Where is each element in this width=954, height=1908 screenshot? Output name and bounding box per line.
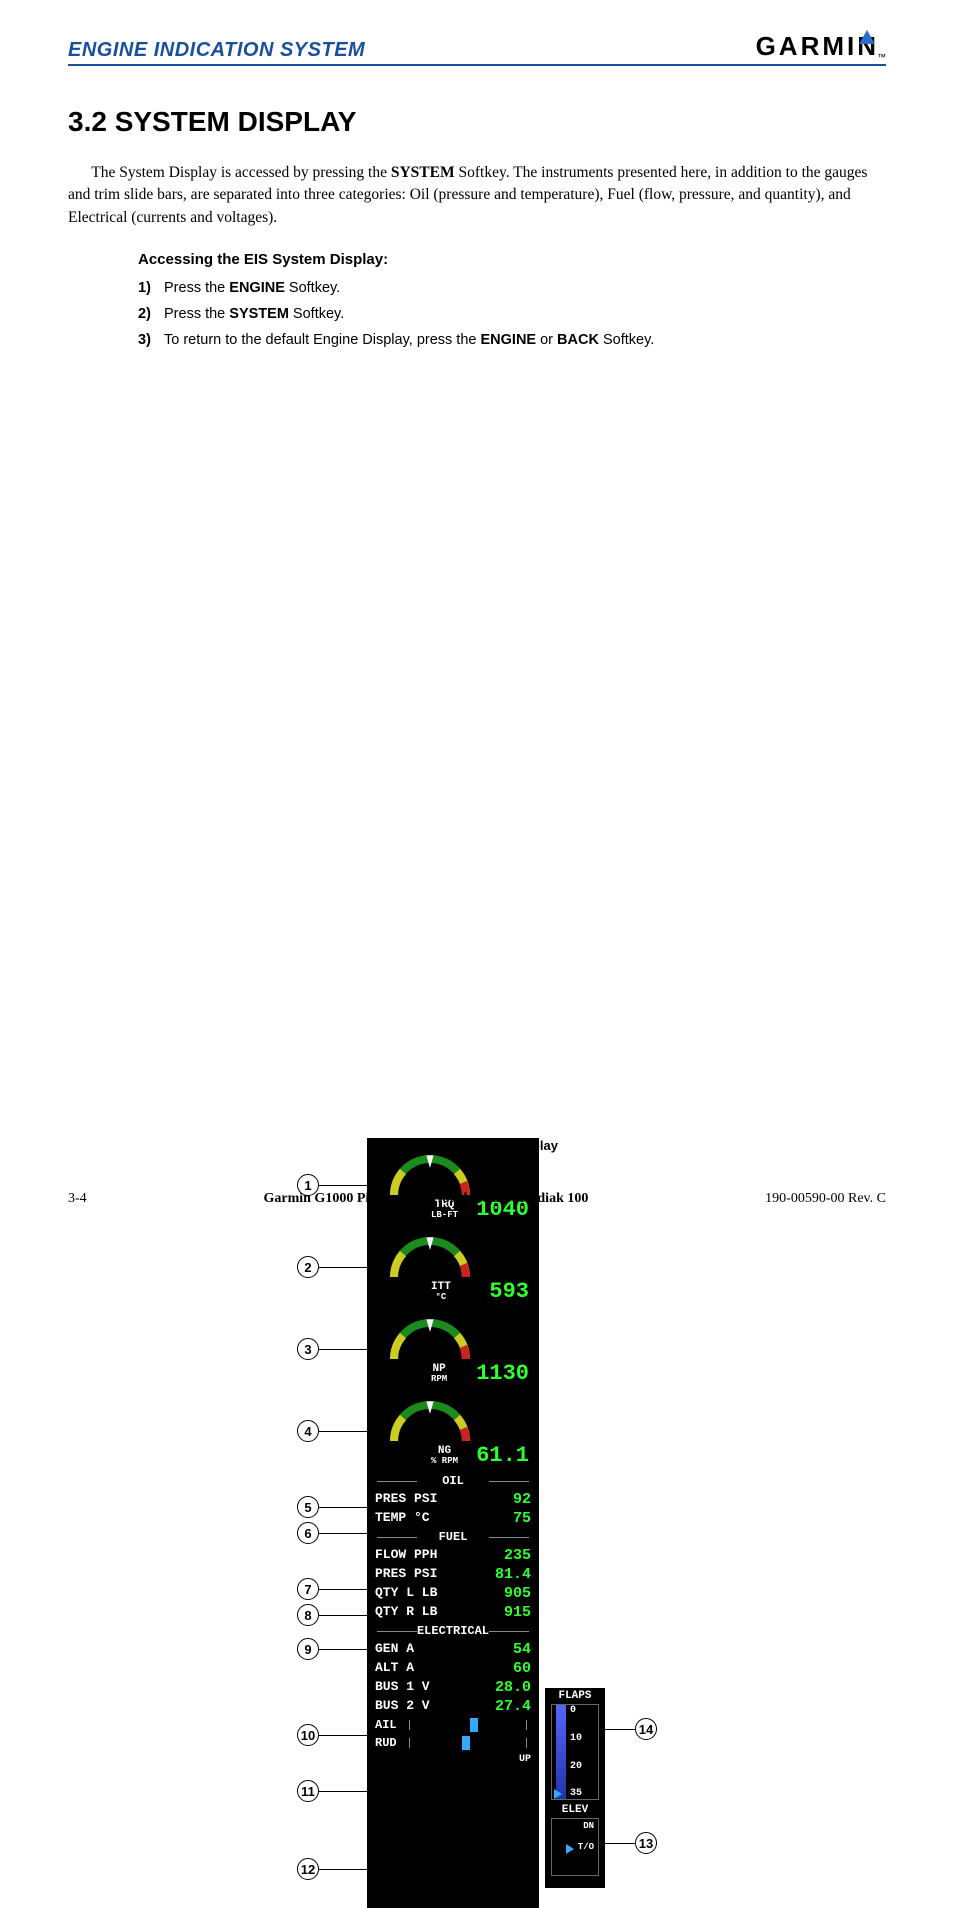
elec-row: BUS 1 V28.0: [367, 1678, 539, 1697]
callout-14: 14: [605, 1718, 657, 1740]
callout-8: 8: [297, 1604, 367, 1626]
elev-title: ELEV: [547, 1804, 603, 1816]
steps-list: 1)Press the ENGINE Softkey. 2)Press the …: [138, 280, 886, 348]
step-2: 2)Press the SYSTEM Softkey.: [138, 306, 886, 322]
callout-6: 6: [297, 1522, 367, 1544]
tm-mark: ™: [877, 52, 886, 62]
step-1: 1)Press the ENGINE Softkey.: [138, 280, 886, 296]
fuel-section-label: FUEL: [367, 1530, 539, 1544]
oil-row: PRES PSI92: [367, 1490, 539, 1509]
callout-7: 7: [297, 1578, 367, 1600]
gauge-np: NPRPM 1130: [371, 1308, 535, 1390]
callout-10: 10: [297, 1724, 367, 1746]
gauge-trq: TRQLB-FT 1040: [371, 1144, 535, 1226]
callout-13: 13: [605, 1832, 657, 1854]
gauge-ng: NG% RPM 61.1: [371, 1390, 535, 1472]
trim-rud: RUD: [367, 1734, 539, 1752]
fuel-row: PRES PSI81.4: [367, 1565, 539, 1584]
callout-5: 5: [297, 1496, 367, 1518]
oil-section-label: OIL: [367, 1474, 539, 1488]
eis-panel: TRQLB-FT 1040 ITT°C 593 NPRPM 1130 NG% R…: [367, 1138, 539, 1908]
footer-rev: 190-00590-00 Rev. C: [765, 1191, 886, 1207]
callout-9: 9: [297, 1638, 367, 1660]
page-footer: 3-4 Garmin G1000 Pilot's Guide for the Q…: [68, 1191, 886, 1207]
intro-paragraph: The System Display is accessed by pressi…: [68, 162, 886, 229]
footer-page: 3-4: [68, 1191, 87, 1207]
intro-key: SYSTEM: [391, 164, 455, 181]
callout-11: 11: [297, 1780, 367, 1802]
oil-row: TEMP °C75: [367, 1509, 539, 1528]
triangle-icon: [859, 30, 875, 44]
page-title: 3.2 SYSTEM DISPLAY: [68, 106, 886, 138]
flaps-pointer-icon: [554, 1789, 562, 1799]
flaps-ticks: 0 10 20 35: [566, 1705, 598, 1799]
trim-ail: AIL: [367, 1716, 539, 1734]
gauge-itt: ITT°C 593: [371, 1226, 535, 1308]
intro-pre: The System Display is accessed by pressi…: [91, 164, 391, 181]
elec-row: GEN A54: [367, 1640, 539, 1659]
fuel-row: QTY R LB915: [367, 1603, 539, 1622]
flaps-bar: [556, 1705, 566, 1799]
page-header: ENGINE INDICATION SYSTEM GARMIN ™: [68, 30, 886, 66]
garmin-logo: GARMIN ™: [756, 30, 886, 62]
flaps-scale: 0 10 20 35: [551, 1704, 599, 1800]
flaps-title: FLAPS: [547, 1690, 603, 1702]
callout-12: 12: [297, 1858, 367, 1880]
elev-pointer-icon: [566, 1844, 574, 1854]
callout-2: 2: [297, 1256, 367, 1278]
trim-up-label: UP: [367, 1752, 539, 1767]
elec-section-label: ELECTRICAL: [367, 1624, 539, 1638]
figure-wrap: TRQLB-FT 1040 ITT°C 593 NPRPM 1130 NG% R…: [297, 1138, 657, 1153]
fuel-row: FLOW PPH235: [367, 1546, 539, 1565]
section-header: ENGINE INDICATION SYSTEM: [68, 39, 365, 62]
callout-3: 3: [297, 1338, 367, 1360]
step-3: 3)To return to the default Engine Displa…: [138, 332, 886, 348]
fuel-row: QTY L LB905: [367, 1584, 539, 1603]
elec-row: BUS 2 V27.4: [367, 1697, 539, 1716]
callout-4: 4: [297, 1420, 367, 1442]
sub-heading: Accessing the EIS System Display:: [138, 251, 886, 268]
elec-row: ALT A60: [367, 1659, 539, 1678]
elev-scale: DN T/O: [551, 1818, 599, 1876]
side-panel: FLAPS 0 10 20 35 ELEV DN T/O: [545, 1688, 605, 1888]
